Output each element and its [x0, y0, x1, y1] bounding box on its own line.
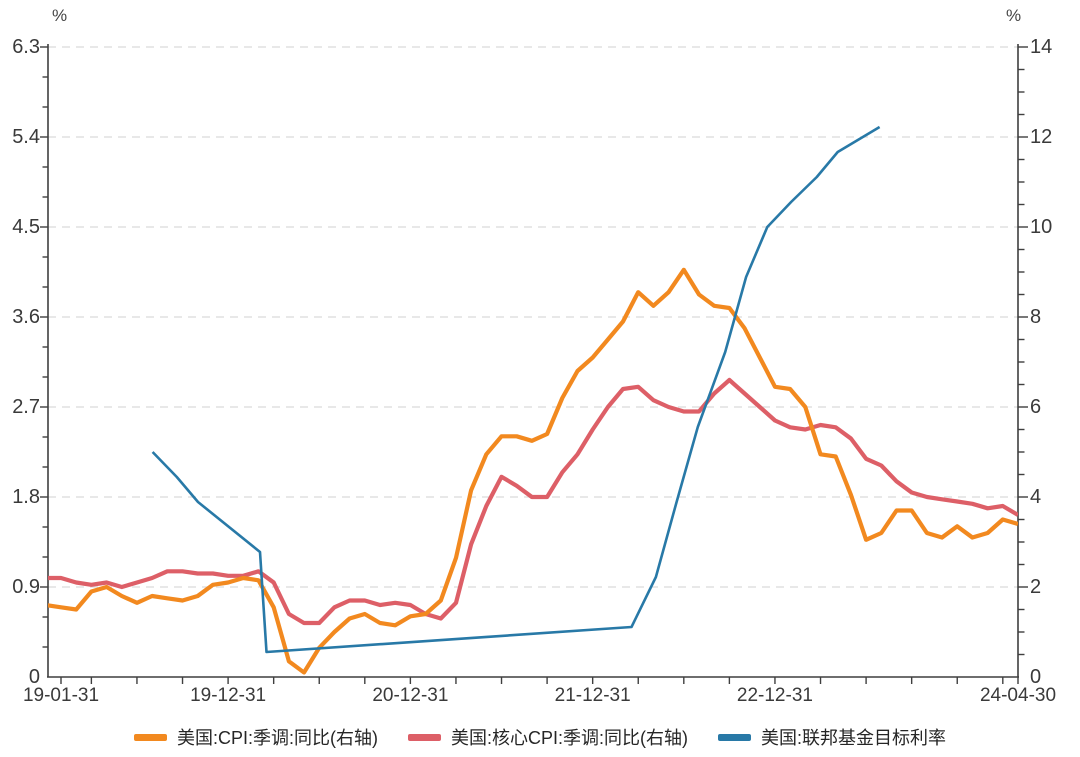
y-left-tick-label: 2.7 — [12, 396, 40, 418]
x-axis-tick-label: 22-12-31 — [736, 685, 813, 706]
y-left-unit-label: % — [52, 6, 68, 25]
series-line — [151, 125, 881, 654]
legend-label: 美国:CPI:季调:同比(右轴) — [177, 728, 378, 748]
series-line — [48, 377, 1018, 626]
y-right-tick-label: 0 — [1030, 666, 1042, 688]
y-left-tick-label: 0 — [28, 666, 40, 688]
y-left-tick-label: 5.4 — [12, 126, 40, 148]
y-right-tick-label: 14 — [1030, 36, 1053, 58]
legend-swatch-icon — [718, 733, 751, 741]
y-right-tick-label: 2 — [1030, 576, 1042, 598]
chart-legend: 美国:CPI:季调:同比(右轴) 美国:核心CPI:季调:同比(右轴) 美国:联邦基… — [0, 724, 1080, 750]
y-right-tick-label: 4 — [1030, 486, 1042, 508]
y-right-tick-label: 8 — [1030, 306, 1042, 328]
series-line — [48, 267, 1018, 675]
y-left-tick-label: 3.6 — [12, 306, 40, 328]
legend-label: 美国:联邦基金目标利率 — [761, 728, 946, 748]
y-right-unit-label: % — [1006, 6, 1022, 25]
x-axis-tick-label: 19-01-31 — [22, 685, 100, 706]
legend-item: 美国:核心CPI:季调:同比(右轴) — [408, 724, 688, 750]
legend-item: 美国:CPI:季调:同比(右轴) — [134, 724, 378, 750]
y-right-tick-label: 10 — [1030, 216, 1053, 238]
y-right-tick-label: 12 — [1030, 126, 1053, 148]
y-left-tick-label: 4.5 — [12, 216, 40, 238]
y-left-tick-label: 6.3 — [12, 36, 40, 58]
y-left-tick-label: 1.8 — [12, 486, 40, 508]
y-right-tick-label: 6 — [1030, 396, 1042, 418]
x-axis-tick-label: 24-04-30 — [979, 685, 1057, 706]
x-axis-tick-label: 19-12-31 — [190, 685, 267, 706]
legend-swatch-icon — [408, 733, 441, 741]
legend-swatch-icon — [134, 733, 167, 741]
x-axis-tick-label: 21-12-31 — [554, 685, 631, 706]
x-axis-tick-label: 20-12-31 — [372, 685, 449, 706]
legend-label: 美国:核心CPI:季调:同比(右轴) — [451, 728, 688, 748]
legend-item: 美国:联邦基金目标利率 — [718, 724, 946, 750]
y-left-tick-label: 0.9 — [12, 576, 40, 598]
